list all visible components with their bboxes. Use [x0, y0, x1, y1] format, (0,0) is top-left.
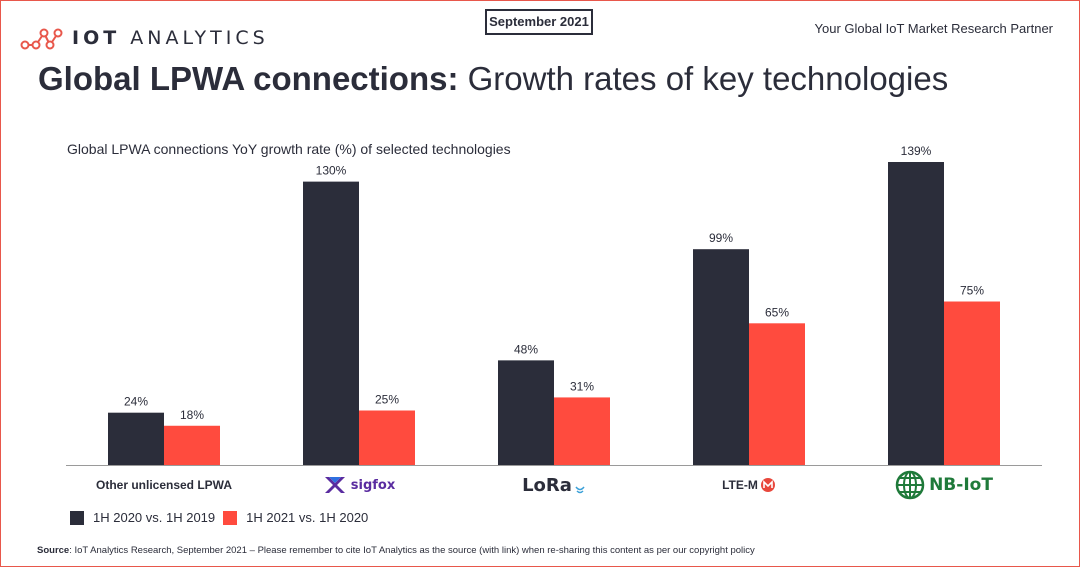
- legend-swatch-series-1: [70, 510, 84, 525]
- lte-m-badge-icon: [760, 478, 775, 492]
- page-title: Global LPWA connections: Growth rates of…: [38, 60, 948, 98]
- logo-iot-text: IOT: [72, 27, 121, 49]
- legend-swatch-series-2: [223, 510, 238, 525]
- chart-title: Global LPWA connections YoY growth rate …: [67, 141, 511, 157]
- source-text: : IoT Analytics Research, September 2021…: [69, 545, 755, 556]
- data-label-2-2: 31%: [570, 379, 594, 393]
- bar-1-1: [303, 181, 359, 465]
- category-text-lte-m: LTE-M: [722, 478, 758, 492]
- category-label-sigfox: sigfox: [264, 470, 454, 500]
- page-title-normal: Growth rates of key technologies: [458, 60, 949, 97]
- bar-1-3: [693, 249, 749, 465]
- source-note: Source: IoT Analytics Research, Septembe…: [37, 545, 755, 556]
- category-label-other-unlicensed-lpwa: Other unlicensed LPWA: [69, 470, 259, 500]
- bar-2-3: [749, 323, 805, 465]
- legend-item-series-1: 1H 2020 vs. 1H 2019: [70, 510, 215, 525]
- bar-2-1: [359, 410, 415, 465]
- data-label-1-0: 24%: [124, 395, 148, 409]
- tagline: Your Global IoT Market Research Partner: [814, 21, 1053, 36]
- data-label-2-0: 18%: [180, 408, 204, 422]
- category-text-other-unlicensed-lpwa: Other unlicensed LPWA: [95, 478, 233, 492]
- page-title-bold: Global LPWA connections:: [38, 60, 459, 97]
- lora-signal-icon: [575, 486, 585, 494]
- bar-1-4: [888, 162, 944, 465]
- category-text-nb-iot: NB-IoT: [929, 475, 993, 495]
- category-text-sigfox: sigfox: [350, 477, 396, 493]
- bar-1-2: [498, 360, 554, 465]
- data-label-1-1: 130%: [316, 164, 347, 178]
- logo-wordmark: IOT ANALYTICS: [72, 27, 269, 49]
- bar-1-0: [108, 412, 164, 465]
- bar-2-4: [944, 301, 1000, 465]
- category-label-lte-m: LTE-M: [654, 470, 844, 500]
- data-label-1-2: 48%: [514, 342, 538, 356]
- source-label: Source: [37, 545, 70, 556]
- category-text-lora: LoRa: [522, 474, 572, 496]
- category-label-lora: LoRa: [459, 470, 649, 500]
- bar-2-2: [554, 397, 610, 465]
- data-label-1-4: 139%: [901, 144, 932, 158]
- data-label-2-4: 75%: [960, 284, 984, 298]
- network-nodes-icon: [20, 28, 63, 50]
- chart-legend: 1H 2020 vs. 1H 2019 1H 2021 vs. 1H 2020: [70, 510, 376, 525]
- iot-analytics-logo: IOT ANALYTICS: [20, 22, 269, 54]
- nb-iot-globe-icon: [895, 470, 925, 500]
- data-label-2-3: 65%: [765, 305, 789, 319]
- bar-2-0: [164, 425, 220, 465]
- date-badge: September 2021: [485, 9, 593, 35]
- logo-analytics-text: ANALYTICS: [130, 27, 269, 49]
- legend-item-series-2: 1H 2021 vs. 1H 2020: [223, 510, 368, 525]
- data-label-1-3: 99%: [709, 231, 733, 245]
- data-label-2-1: 25%: [375, 393, 399, 407]
- legend-label-series-1: 1H 2020 vs. 1H 2019: [93, 510, 216, 525]
- category-label-nb-iot: NB-IoT: [849, 470, 1039, 500]
- sigfox-logo-icon: [324, 477, 345, 493]
- legend-label-series-2: 1H 2021 vs. 1H 2020: [246, 510, 369, 525]
